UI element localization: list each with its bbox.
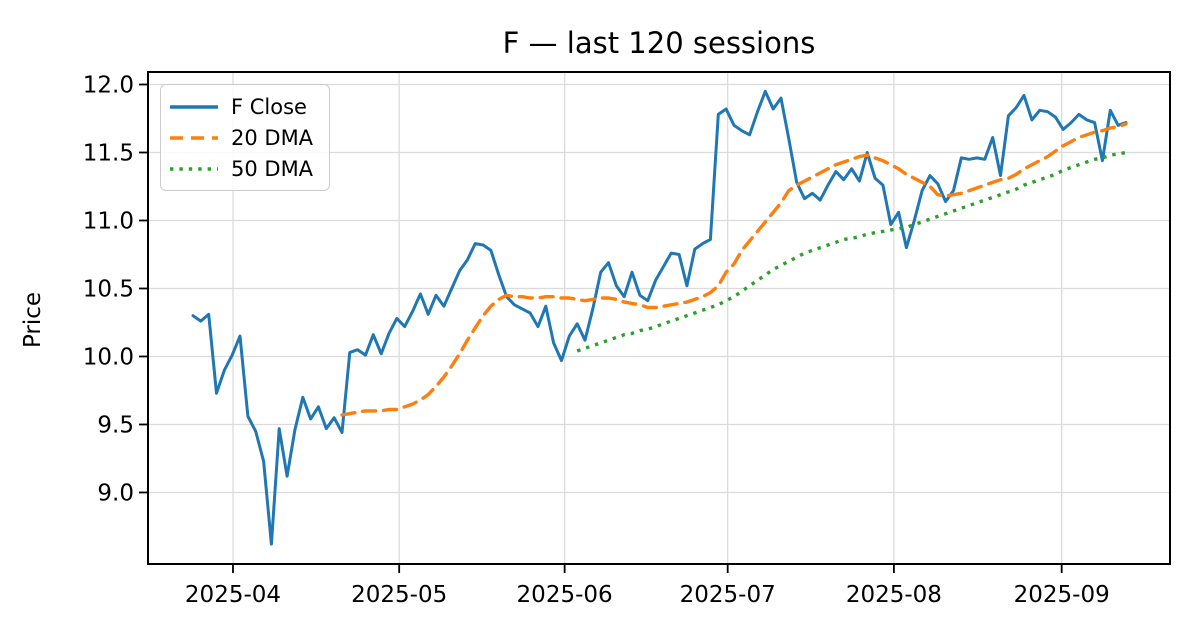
y-tick-label: 12.0	[83, 73, 134, 99]
series-line-50-dma	[576, 150, 1127, 353]
axes-frame	[147, 71, 1171, 565]
x-tick-label: 2025-06	[517, 582, 613, 608]
y-tick-label: 11.0	[83, 208, 134, 234]
series-line-f-close	[191, 89, 1128, 546]
legend-label-50-dma: 50 DMA	[231, 156, 314, 181]
x-tick-label: 2025-04	[185, 582, 281, 608]
x-tick-label: 2025-09	[1014, 582, 1110, 608]
chart-title: F — last 120 sessions	[502, 26, 816, 60]
x-tick-label: 2025-05	[351, 582, 447, 608]
f-close-line-sample	[170, 104, 218, 109]
x-tick-label: 2025-08	[846, 582, 942, 608]
y-tick-label: 10.0	[83, 344, 134, 370]
y-tick-label: 10.5	[83, 276, 134, 302]
legend: F Close 20 DMA 50 DMA	[160, 84, 331, 191]
x-tick-label: 2025-07	[680, 582, 776, 608]
y-axis-label: Price	[20, 291, 46, 349]
legend-item-20-dma: 20 DMA	[169, 123, 313, 152]
legend-label-20-dma: 20 DMA	[231, 125, 314, 150]
y-tick-label: 11.5	[83, 141, 134, 167]
50-dma-line-sample	[170, 166, 218, 171]
20-dma-line-sample	[170, 135, 218, 140]
legend-item-f-close: F Close	[169, 92, 313, 121]
legend-item-50-dma: 50 DMA	[169, 154, 313, 183]
legend-label-f-close: F Close	[231, 94, 307, 119]
y-tick-label: 9.5	[97, 412, 134, 438]
y-tick-label: 9.0	[97, 480, 134, 506]
series-line-20-dma	[340, 122, 1128, 417]
